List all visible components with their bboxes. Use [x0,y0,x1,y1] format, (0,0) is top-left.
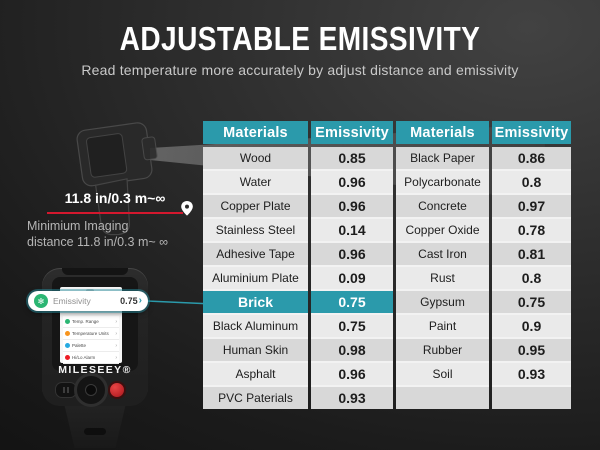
page-title: ADJUSTABLE EMISSIVITY [119,20,481,57]
emissivity-cell: 0.75 [311,291,393,315]
device-top-notch [62,268,128,275]
device-menu-item: Hi/Lo Alarm › [63,352,119,364]
table-header-cell: Emissivity [311,121,393,144]
table-header-row: Materials Emissivity Materials Emissivity [203,121,571,144]
chevron-right-icon: › [115,354,117,361]
emissivity-popup: ✻ Emissivity 0.75 › [28,291,148,311]
brand-logo: MILESEEY® [58,364,132,376]
material-cell: Aluminium Plate [203,267,308,291]
material-cell: Copper Plate [203,195,308,219]
material-cell: PVC Paterials [203,387,308,409]
caption-line1: Minimium Imaging [27,219,129,233]
material-cell: Asphalt [203,363,308,387]
table-header-cell: Materials [203,121,308,144]
material-cell: Rubber [396,339,489,363]
emissivity-cell: 0.96 [311,363,393,387]
emissivity-icon: ✻ [34,294,48,308]
chevron-right-icon: › [115,342,117,349]
material-cell: Brick [203,291,308,315]
material-cell: Human Skin [203,339,308,363]
chevron-right-icon: › [115,330,117,337]
table-header-cell: Materials [396,121,489,144]
menu-item-label: Hi/Lo Alarm [72,355,96,360]
emissivity-cell: 0.96 [311,195,393,219]
emissivity-cell: 0.75 [492,291,571,315]
dpad-center-button [85,384,97,396]
material-cell: Gypsum [396,291,489,315]
emissivity-cell: 0.95 [492,339,571,363]
material-cell: Water [203,171,308,195]
material-cell: Paint [396,315,489,339]
material-cell: Rust [396,267,489,291]
emissivity-cell [492,387,571,409]
material-cell: Stainless Steel [203,219,308,243]
device-handle-slot [84,428,106,435]
distance-label: 11.8 in/0.3 m~∞ [64,190,166,206]
emissivity-popup-value: 0.75 [120,296,138,306]
emissivity-cell: 0.9 [492,315,571,339]
location-pin-icon [181,201,193,216]
menu-item-icon [65,319,70,324]
device-handle [63,402,127,448]
menu-item-label: Temperature Units [72,331,109,336]
chevron-right-icon: › [138,295,142,306]
material-cell: Wood [203,147,308,171]
emissivity-cell: 0.93 [492,363,571,387]
menu-item-label: Palette [72,343,87,348]
menu-item-label: Temp. Range [72,319,99,324]
emissivity-cell: 0.96 [311,243,393,267]
menu-item-icon [65,331,70,336]
material-cell: Black Aluminum [203,315,308,339]
emissivity-cell: 0.98 [311,339,393,363]
page-subtitle: Read temperature more accurately by adju… [81,62,519,78]
emissivity-cell: 0.14 [311,219,393,243]
emissivity-cell: 0.93 [311,387,393,409]
table-body: Wood 0.85 Black Paper 0.86 Water 0.96 Polycarb… [203,147,571,409]
thermal-camera-silhouette [76,122,158,236]
device-menu-item: Palette › [63,340,119,352]
material-cell: Soil [396,363,489,387]
emissivity-cell: 0.8 [492,171,571,195]
emissivity-table: Materials Emissivity Materials Emissivity W… [203,121,571,409]
device-menu-item: Temp. Range › [63,316,119,328]
caption-line2: distance 11.8 in/0.3 m~ ∞ [27,235,169,249]
emissivity-cell: 0.78 [492,219,571,243]
emissivity-cell: 0.86 [492,147,571,171]
device-menu-item: Temperature Units › [63,328,119,340]
device-settings-menu: Temp. Range › Temperature Units › Palette › Hi… [63,316,119,364]
material-cell: Copper Oxide [396,219,489,243]
min-distance-caption: Minimium Imaging distance 11.8 in/0.3 m~… [27,218,168,250]
emissivity-cell: 0.85 [311,147,393,171]
emissivity-cell: 0.8 [492,267,571,291]
emissivity-popup-label: Emissivity [53,296,91,306]
table-header-cell: Emissivity [492,121,571,144]
emissivity-cell: 0.96 [311,171,393,195]
emissivity-cell: 0.09 [311,267,393,291]
material-cell: Adhesive Tape [203,243,308,267]
material-cell: Polycarbonate [396,171,489,195]
material-cell: Black Paper [396,147,489,171]
menu-item-icon [65,355,70,360]
material-cell: Concrete [396,195,489,219]
emissivity-cell: 0.97 [492,195,571,219]
emissivity-cell: 0.81 [492,243,571,267]
material-cell: Cast Iron [396,243,489,267]
menu-item-icon [65,343,70,348]
emissivity-cell: 0.75 [311,315,393,339]
chevron-right-icon: › [115,318,117,325]
material-cell [396,387,489,409]
power-button [108,381,126,399]
